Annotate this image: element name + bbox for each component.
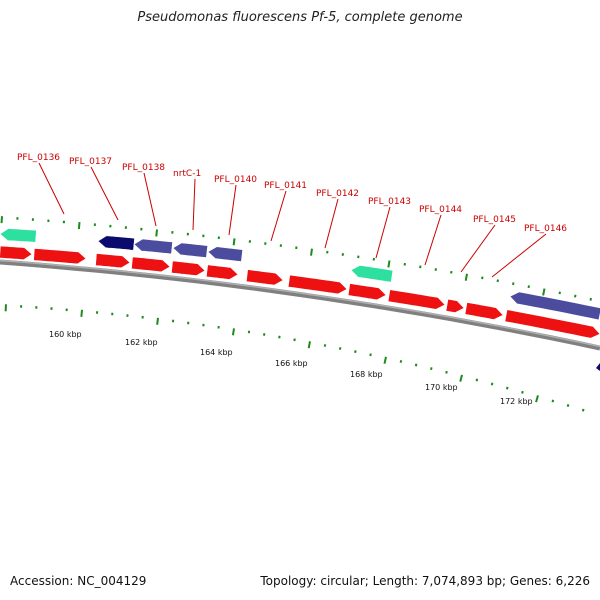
reverse-gene (97, 235, 135, 251)
forward-gene (33, 248, 87, 265)
lower-tick (581, 408, 585, 412)
lower-tick (383, 356, 387, 364)
lower-tick (566, 404, 570, 407)
scale-label: 166 kbp (275, 359, 308, 368)
edge-feature (596, 363, 600, 371)
lower-tick-ring (4, 304, 585, 412)
label-leader-line (270, 190, 287, 242)
forward-gene (347, 283, 387, 301)
label-leader-line (90, 166, 119, 221)
scale-label: 160 kbp (49, 330, 82, 339)
label-leader-line (228, 184, 237, 236)
upper-tick (155, 229, 158, 237)
upper-tick-ring (0, 216, 592, 301)
scale-label: 170 kbp (425, 383, 458, 392)
lower-tick (521, 390, 524, 394)
forward-gene (464, 302, 504, 320)
lower-tick (307, 341, 311, 349)
upper-tick (232, 238, 236, 246)
scale-label: 168 kbp (350, 370, 383, 379)
forward-gene (504, 309, 600, 339)
lower-tick (80, 309, 83, 317)
label-leader-line (192, 178, 196, 231)
lower-tick (490, 382, 494, 386)
reverse-gene (133, 238, 173, 255)
forward-gene (95, 253, 131, 269)
rna-gene (0, 228, 37, 243)
label-leader-line (38, 162, 65, 215)
rna-gene (350, 265, 394, 283)
lower-tick (445, 370, 448, 374)
map-title: Pseudomonas fluorescens Pf-5, complete g… (137, 10, 463, 25)
gene-label: PFL_0137 (69, 157, 112, 167)
label-leader-line (143, 172, 157, 227)
gene-label: PFL_0142 (316, 189, 359, 199)
gene-label: nrtC-1 (173, 169, 201, 179)
forward-gene (131, 256, 171, 273)
scale-label: 164 kbp (200, 348, 233, 357)
upper-tick (387, 260, 391, 268)
reverse-gene (207, 246, 244, 262)
lower-tick (231, 328, 235, 336)
forward-gene (245, 269, 284, 286)
forward-gene (445, 298, 465, 313)
forward-gene (0, 245, 33, 261)
gene-label: PFL_0140 (214, 175, 257, 185)
gene-label: PFL_0141 (264, 181, 307, 191)
gene-label: PFL_0145 (473, 215, 516, 225)
scale-label: 172 kbp (500, 397, 533, 406)
gene-label: PFL_0136 (17, 153, 60, 163)
label-leader-line (375, 206, 391, 259)
backbone-layer (0, 259, 600, 351)
label-leader-line (324, 198, 339, 249)
upper-tick (77, 221, 81, 230)
backbone-arc (0, 259, 600, 351)
lower-tick (475, 378, 479, 382)
lower-tick (505, 386, 509, 390)
lower-tick (399, 360, 403, 363)
forward-gene (287, 274, 348, 295)
gene-label: PFL_0143 (368, 197, 411, 207)
upper-tick (542, 288, 546, 296)
upper-tick (574, 294, 577, 298)
forward-gene (171, 260, 206, 276)
label-leaders (38, 162, 547, 278)
lower-tick (430, 367, 433, 371)
accession-text: Accession: NC_004129 (10, 574, 147, 588)
gene-labels: PFL_0136 PFL_0137 PFL_0138 nrtC-1 PFL_0140 PF… (17, 153, 567, 234)
lower-tick (354, 350, 357, 354)
lower-tick (551, 399, 555, 403)
gene-label: PFL_0146 (524, 224, 567, 234)
lower-tick (414, 363, 418, 367)
scale-label: 162 kbp (125, 338, 158, 347)
gene-label: PFL_0144 (419, 205, 462, 215)
reverse-gene (509, 291, 600, 321)
reverse-gene (172, 242, 209, 258)
upper-tick (589, 297, 592, 301)
gene-features (0, 228, 600, 371)
lower-tick (459, 374, 463, 382)
lower-tick (156, 317, 159, 325)
upper-tick (464, 273, 468, 281)
lower-tick (535, 395, 539, 403)
label-leader-line (491, 233, 547, 278)
gene-label: PFL_0138 (122, 163, 165, 173)
backbone-highlight (0, 259, 600, 348)
label-leader-line (424, 214, 442, 266)
scale-labels: 160 kbp 162 kbp 164 kbp 166 kbp 168 kbp 170 k… (49, 330, 533, 406)
topology-summary: Topology: circular; Length: 7,074,893 bp… (260, 574, 590, 588)
forward-gene (205, 264, 239, 280)
label-leader-line (460, 224, 496, 273)
lower-tick (369, 353, 372, 357)
forward-gene (387, 289, 446, 310)
upper-tick (310, 248, 313, 256)
